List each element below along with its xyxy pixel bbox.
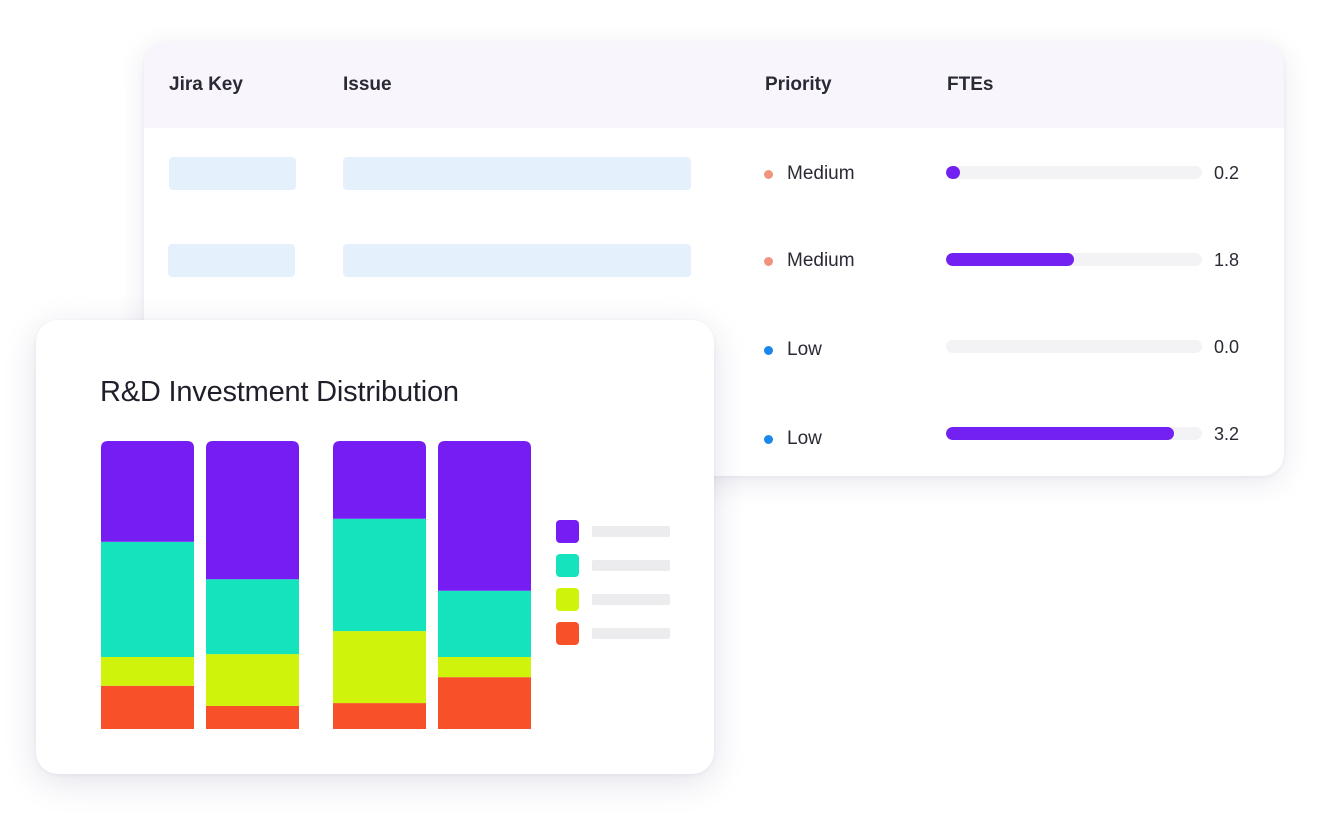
column-header-priority[interactable]: Priority <box>765 74 832 95</box>
bar-segment-2-1[interactable] <box>206 705 299 729</box>
legend-label-placeholder-1 <box>592 526 670 537</box>
investment-chart-card: R&D Investment Distribution <box>36 320 714 774</box>
legend-label-placeholder-3 <box>592 594 670 605</box>
priority-label: Low <box>787 339 822 360</box>
bar-segment-1-2[interactable] <box>101 657 194 686</box>
priority-dot-icon <box>764 434 773 444</box>
fte-bar-track <box>946 340 1202 353</box>
bar-segment-4-2[interactable] <box>438 657 531 678</box>
bar-segment-2-3[interactable] <box>206 579 299 655</box>
column-header-jira-key[interactable]: Jira Key <box>169 74 243 95</box>
table-row[interactable]: Low 0.0 <box>144 304 1284 392</box>
priority-dot-icon <box>764 345 773 355</box>
fte-value: 3.2 <box>1214 424 1240 444</box>
table-row[interactable]: Medium 0.2 <box>144 128 1284 216</box>
priority-label: Low <box>787 428 822 449</box>
bar-segment-3-3[interactable] <box>333 518 426 632</box>
bar-stack-4 <box>438 441 531 729</box>
bar-stack-3 <box>333 441 426 729</box>
fte-bar-fill <box>946 166 961 179</box>
column-header-issue[interactable]: Issue <box>343 74 392 95</box>
column-header-ftes[interactable]: FTEs <box>947 74 994 95</box>
stacked-bar-chart <box>101 441 670 729</box>
fte-value: 0.2 <box>1214 163 1240 183</box>
fte-bar-track <box>946 166 1202 179</box>
fte-value: 0.0 <box>1214 337 1240 357</box>
legend-swatch-3[interactable] <box>556 588 579 611</box>
priority-dot-icon <box>764 256 773 266</box>
legend-swatch-1[interactable] <box>556 520 579 543</box>
issue-placeholder <box>343 157 691 190</box>
bar-segment-3-4[interactable] <box>333 441 426 519</box>
priority-cell: Medium <box>764 162 855 186</box>
fte-bar-fill <box>946 427 1174 440</box>
priority-label: Medium <box>787 250 855 271</box>
table-header: Jira Key Issue Priority FTEs <box>144 42 1284 128</box>
chart-title: R&D Investment Distribution <box>100 376 459 408</box>
table-row[interactable]: Medium 1.8 <box>144 216 1284 304</box>
priority-cell: Low <box>764 427 822 451</box>
fte-bar-fill <box>946 253 1074 266</box>
fte-bar-track <box>946 427 1202 440</box>
bar-segment-4-3[interactable] <box>438 590 531 657</box>
bar-stack-2 <box>206 441 299 729</box>
bar-segment-1-3[interactable] <box>101 541 194 657</box>
legend-swatch-2[interactable] <box>556 554 579 577</box>
legend-label-placeholder-4 <box>592 628 670 639</box>
bar-segment-4-1[interactable] <box>438 677 531 729</box>
priority-dot-icon <box>764 169 773 179</box>
bar-segment-1-4[interactable] <box>101 441 194 542</box>
priority-cell: Low <box>764 338 822 362</box>
bar-stack-1 <box>101 441 194 729</box>
legend-swatch-4[interactable] <box>556 622 579 645</box>
fte-value: 1.8 <box>1214 250 1240 270</box>
jira-key-placeholder <box>168 244 295 277</box>
jira-key-placeholder <box>169 157 296 190</box>
table-row[interactable]: Low 3.2 <box>144 392 1284 476</box>
bar-segment-1-1[interactable] <box>101 685 194 729</box>
issue-placeholder <box>343 244 691 277</box>
bar-segment-3-2[interactable] <box>333 631 426 704</box>
bar-segment-2-2[interactable] <box>206 654 299 706</box>
bar-segment-3-1[interactable] <box>333 703 426 729</box>
priority-label: Medium <box>787 163 855 184</box>
bar-segment-4-4[interactable] <box>438 441 531 591</box>
priority-cell: Medium <box>764 249 855 273</box>
bar-segment-2-4[interactable] <box>206 441 299 580</box>
fte-bar-track <box>946 253 1202 266</box>
legend-label-placeholder-2 <box>592 560 670 571</box>
